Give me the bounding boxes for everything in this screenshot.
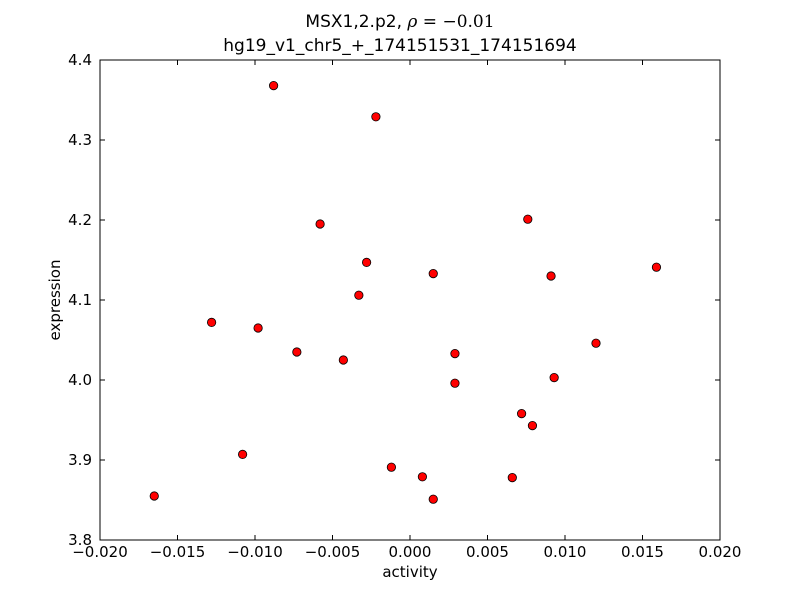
x-tick-label: −0.005 xyxy=(305,543,361,561)
y-tick-label: 4.2 xyxy=(68,211,92,229)
data-point xyxy=(386,462,396,472)
x-tick-label: 0.005 xyxy=(466,543,509,561)
data-point xyxy=(207,317,217,327)
data-point xyxy=(361,257,372,267)
x-tick-label: −0.010 xyxy=(227,543,283,561)
y-axis-label: expression xyxy=(46,260,64,341)
y-tick-label: 4.4 xyxy=(68,51,92,69)
y-tick-label: 4.3 xyxy=(68,131,92,149)
data-point xyxy=(292,347,302,357)
chart-title-line1: MSX1,2.p2, ρ = −0.01 xyxy=(0,12,800,32)
x-tick-label: −0.015 xyxy=(150,543,206,561)
data-point xyxy=(507,472,517,483)
y-tick-label: 4.1 xyxy=(68,291,92,309)
data-point xyxy=(527,420,538,431)
data-points xyxy=(149,81,662,504)
data-point xyxy=(450,378,460,388)
chart-title-line2: hg19_v1_chr5_+_174151531_174151694 xyxy=(223,36,577,56)
x-tick-label: 0.015 xyxy=(621,543,664,561)
x-tick-label: 0.020 xyxy=(699,543,742,561)
data-point xyxy=(268,81,279,91)
title-rho-value: −0.01 xyxy=(442,12,495,32)
y-tick-label: 3.8 xyxy=(68,531,92,549)
data-point xyxy=(371,112,381,122)
data-point xyxy=(651,262,662,272)
data-point xyxy=(417,472,427,482)
data-point xyxy=(338,355,348,365)
data-point xyxy=(546,271,556,281)
data-point xyxy=(549,372,559,383)
x-tick-label: 0.000 xyxy=(389,543,432,561)
data-point xyxy=(523,214,533,224)
data-point xyxy=(354,290,364,300)
data-point xyxy=(450,348,460,359)
data-point xyxy=(516,408,527,419)
y-tick-label: 4.0 xyxy=(68,371,92,389)
x-tick-label: −0.020 xyxy=(72,543,128,561)
axis-ticks: −0.020 −0.015 −0.010 −0.005 0.000 0.005 0.010 0… xyxy=(68,51,741,561)
data-point xyxy=(428,268,438,279)
x-tick-label: 0.010 xyxy=(544,543,587,561)
data-point xyxy=(253,323,263,333)
data-point xyxy=(591,338,601,348)
title-rho-equals: = xyxy=(417,12,443,32)
data-point xyxy=(315,219,325,229)
title-rho-symbol: ρ xyxy=(407,12,418,32)
data-point xyxy=(238,449,248,459)
y-tick-label: 3.9 xyxy=(68,451,92,469)
data-point xyxy=(428,494,438,504)
data-point xyxy=(149,491,159,501)
plot-frame xyxy=(99,59,721,541)
x-axis-label: activity xyxy=(382,563,437,581)
title-gene-label: MSX1,2.p2, xyxy=(305,12,408,32)
